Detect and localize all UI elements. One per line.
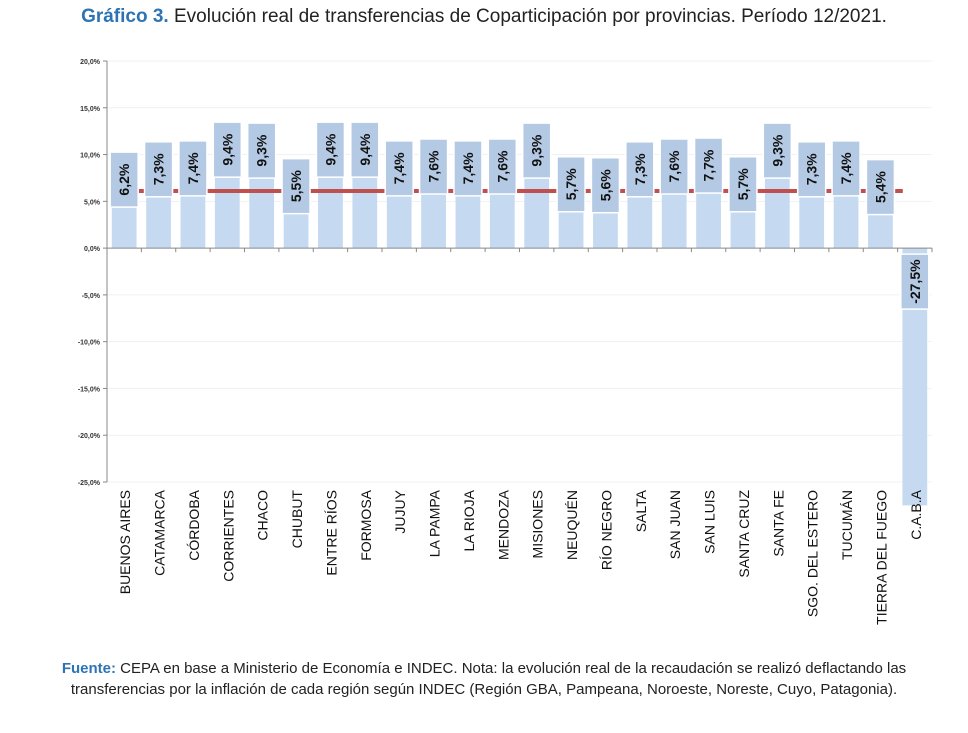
category-label: CORRIENTES — [220, 490, 236, 582]
y-tick-label: 5,0% — [84, 199, 101, 206]
data-label: 9,3% — [529, 134, 545, 166]
data-label-box — [384, 140, 414, 197]
data-label: 7,4% — [838, 152, 854, 184]
y-tick-label: 10,0% — [80, 153, 101, 160]
chart-title-lead: Gráfico 3. — [81, 6, 169, 27]
data-label-box — [556, 156, 586, 213]
category-label: MISIONES — [530, 490, 546, 558]
category-label: SAN JUAN — [667, 490, 683, 559]
category-label: LA RIOJA — [461, 489, 477, 551]
data-label-box — [590, 156, 621, 214]
data-label: 7,3% — [804, 153, 820, 185]
data-label: -27,5% — [907, 259, 923, 304]
chart-title: Gráfico 3. Evolución real de transferenc… — [0, 6, 968, 28]
data-label: 5,4% — [872, 171, 888, 203]
source-lead: Fuente: — [61, 660, 116, 677]
y-tick-label: 20,0% — [80, 59, 101, 66]
data-label: 6,2% — [116, 163, 132, 195]
data-label-box — [659, 138, 689, 195]
data-label-box — [796, 141, 827, 198]
category-label: RÍO NEGRO — [598, 490, 614, 570]
y-tick-label: -15,0% — [78, 386, 101, 393]
category-label: JUJUY — [392, 489, 408, 533]
bars — [111, 160, 928, 506]
data-label-box — [728, 156, 758, 213]
data-label-box — [831, 140, 861, 197]
category-label: SAN LUIS — [702, 490, 718, 554]
data-label-box — [865, 158, 896, 216]
category-label: CÓRDOBA — [186, 489, 202, 560]
data-label: 5,6% — [597, 169, 613, 201]
data-label: 7,4% — [185, 152, 201, 184]
data-labels: 6,2% 7,3% 7,4% 9,4% 9,3% 5,5% 9,4% 9,4% 7,4% 7,6%… — [109, 121, 930, 310]
category-label: SGO. DEL ESTERO — [805, 490, 821, 617]
data-label-box — [315, 121, 346, 178]
data-label-box — [143, 141, 174, 198]
data-label-box — [109, 151, 139, 208]
data-label-box — [246, 122, 277, 179]
source-note: Fuente: CEPA en base a Ministerio de Eco… — [30, 658, 938, 700]
data-label: 9,4% — [357, 133, 373, 165]
data-label-box — [178, 140, 208, 197]
category-label: NEUQUÉN — [564, 490, 580, 560]
category-label: LA PAMPA — [427, 489, 443, 557]
data-label-box — [900, 253, 930, 310]
source-text: CEPA en base a Ministerio de Economía e … — [70, 660, 907, 698]
data-label-box — [487, 138, 518, 195]
data-label-box — [453, 140, 483, 197]
data-label-box — [281, 157, 311, 215]
data-label: 9,4% — [219, 133, 235, 165]
data-label: 9,3% — [769, 134, 785, 166]
category-labels: BUENOS AIRES CATAMARCA CÓRDOBA CORRIENTES CH… — [117, 489, 924, 625]
data-label: 5,5% — [288, 170, 304, 202]
category-label: FORMOSA — [358, 489, 374, 560]
data-label-box — [418, 138, 449, 195]
data-label: 7,4% — [460, 152, 476, 184]
y-tick-label: 0,0% — [84, 246, 101, 253]
data-label: 7,6% — [666, 150, 682, 182]
data-label: 9,3% — [254, 134, 270, 166]
data-label-box — [762, 122, 793, 179]
chart-title-text: Evolución real de transferencias de Copa… — [168, 6, 887, 27]
data-label: 7,4% — [391, 152, 407, 184]
category-label: ENTRE RÍOS — [323, 490, 339, 576]
category-label: BUENOS AIRES — [117, 490, 133, 594]
data-label: 9,4% — [322, 133, 338, 165]
data-label-box — [693, 137, 724, 194]
category-label: CHUBUT — [289, 490, 305, 549]
data-label-box — [212, 121, 243, 178]
category-label: TIERRA DEL FUEGO — [873, 490, 889, 625]
bar-chart: 20,0% 15,0% 10,0% 5,0% 0,0% -5,0% -10,0% -15,0%… — [78, 59, 933, 625]
data-label-box — [521, 122, 552, 179]
y-tick-label: -25,0% — [78, 480, 101, 487]
category-label: CATAMARCA — [152, 489, 168, 575]
category-label: SANTA CRUZ — [736, 490, 752, 578]
data-label-box — [350, 121, 380, 178]
data-label: 5,7% — [735, 168, 751, 200]
gridlines — [107, 60, 932, 483]
category-label: SANTA FE — [770, 490, 786, 557]
data-label: 7,6% — [426, 150, 442, 182]
data-label-box — [625, 141, 655, 198]
y-tick-label: -10,0% — [78, 340, 101, 347]
axes: 20,0% 15,0% 10,0% 5,0% 0,0% -5,0% -10,0% -15,0%… — [78, 59, 933, 487]
data-label: 7,3% — [632, 153, 648, 185]
data-label: 5,7% — [563, 168, 579, 200]
data-label: 7,3% — [151, 153, 167, 185]
category-label: MENDOZA — [495, 489, 511, 560]
category-label: SALTA — [633, 489, 649, 532]
data-label: 7,7% — [701, 149, 717, 181]
y-tick-label: -5,0% — [82, 293, 101, 300]
y-tick-label: 15,0% — [80, 106, 101, 113]
category-label: CHACO — [255, 490, 271, 541]
data-label: 7,6% — [494, 150, 510, 182]
category-label: TUCUMÁN — [839, 490, 855, 560]
category-label: C.A.B.A — [908, 489, 924, 539]
y-tick-label: -20,0% — [78, 433, 101, 440]
